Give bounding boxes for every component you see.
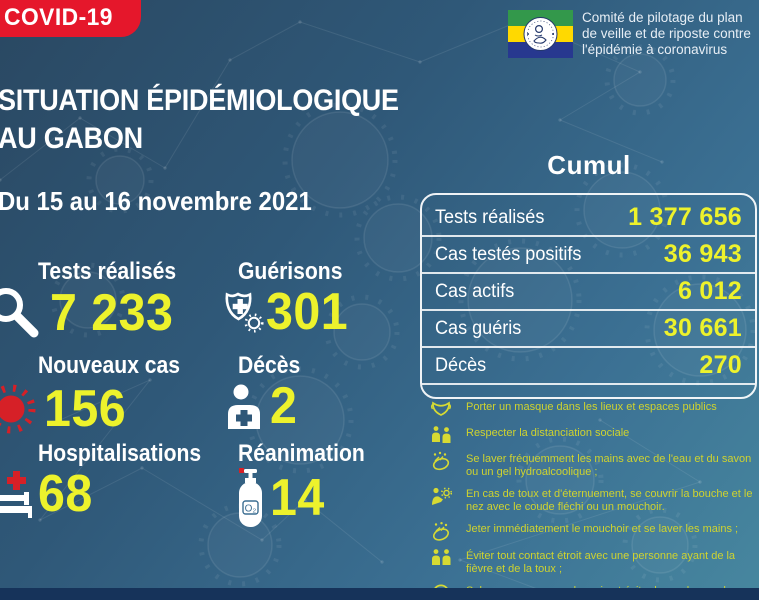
guideline-item: Porter un masque dans les lieux et espac… <box>429 399 755 418</box>
stat-label: Nouveaux cas <box>38 352 181 379</box>
guideline-item: Se laver fréquemment les mains avec de l… <box>429 451 755 479</box>
stat-label: Tests réalisés <box>38 258 177 285</box>
row-label: Décès <box>435 354 487 376</box>
gabon-flag-logo <box>508 10 573 58</box>
banner-label: COVID-19 <box>4 3 113 31</box>
mask-icon <box>429 399 453 418</box>
row-value: 270 <box>699 351 742 379</box>
row-value: 1 377 656 <box>628 203 742 231</box>
row-value: 36 943 <box>663 240 742 268</box>
row-value: 30 661 <box>663 314 742 342</box>
stat-reanimation: Réanimation O₂ 14 <box>228 440 382 528</box>
stat-value: 2 <box>270 377 298 435</box>
avoid-contact-icon <box>429 548 453 567</box>
row-label: Cas actifs <box>435 280 515 302</box>
row-label: Tests réalisés <box>435 206 545 228</box>
row-label: Cas guéris <box>435 317 522 339</box>
committee-line: Comité de pilotage du plan <box>582 10 743 25</box>
guidelines-list: Porter un masque dans les lieux et espac… <box>429 399 755 600</box>
guideline-item: En cas de toux et d'éternuement, se couv… <box>429 486 755 514</box>
guideline-text: En cas de toux et d'éternuement, se couv… <box>466 488 753 513</box>
guideline-text: Jeter immédiatement le mouchoir et se la… <box>466 523 739 535</box>
guideline-item: Éviter tout contact étroit avec une pers… <box>429 548 755 576</box>
oxygen-tank-icon: O₂ <box>228 468 270 528</box>
stat-deces: Décès 2 <box>224 352 309 432</box>
stat-value: 68 <box>38 465 93 523</box>
period-label: Du 15 au 16 novembre 2021 <box>0 186 312 216</box>
guideline-item: Respecter la distanciation sociale <box>429 425 755 444</box>
row-value: 6 012 <box>677 277 742 305</box>
table-row: Décès 270 <box>422 348 755 385</box>
committee-text: Comité de pilotage du plan de veille et … <box>582 10 751 58</box>
table-row: Cas actifs 6 012 <box>422 274 755 311</box>
covid19-banner: COVID-19 <box>0 0 141 37</box>
gabon-seal <box>523 17 558 51</box>
hand-wash-icon <box>429 451 453 471</box>
table-row: Tests réalisés 1 377 656 <box>422 200 755 237</box>
page-title: SITUATION ÉPIDÉMIOLOGIQUE AU GABON <box>0 82 399 158</box>
hospital-bed-icon <box>0 469 38 519</box>
cough-elbow-icon <box>429 486 453 506</box>
stat-value: 156 <box>44 380 127 438</box>
guideline-text: Porter un masque dans les lieux et espac… <box>466 401 717 413</box>
table-row: Cas testés positifs 36 943 <box>422 237 755 274</box>
page-title-line1: SITUATION ÉPIDÉMIOLOGIQUE <box>0 84 399 117</box>
stat-label: Décès <box>238 352 301 379</box>
committee-header: Comité de pilotage du plan de veille et … <box>508 10 751 58</box>
stat-value: 301 <box>266 283 349 341</box>
stat-value: 7 233 <box>50 284 174 342</box>
virus-icon <box>0 380 44 438</box>
person-cross-icon <box>224 383 270 429</box>
magnifier-icon <box>0 286 50 340</box>
guideline-text: Se laver fréquemment les mains avec de l… <box>466 453 752 478</box>
page-title-line2: AU GABON <box>0 122 143 155</box>
stat-label: Hospitalisations <box>38 440 202 467</box>
cumul-title: Cumul <box>547 150 631 180</box>
stat-value: 14 <box>270 469 325 527</box>
cumulative-table: Tests réalisés 1 377 656 Cas testés posi… <box>420 193 757 399</box>
guideline-text: Respecter la distanciation sociale <box>466 427 630 439</box>
stat-guerisons: Guérisons 301 <box>218 258 357 338</box>
table-row: Cas guéris 30 661 <box>422 311 755 348</box>
stat-hospitalisations: Hospitalisations 68 <box>0 440 223 520</box>
stat-label: Réanimation <box>238 440 365 467</box>
svg-text:O₂: O₂ <box>245 504 257 515</box>
committee-line: de veille et de riposte contre <box>582 26 751 41</box>
social-distance-icon <box>429 425 453 444</box>
shield-cross-icon <box>218 289 266 335</box>
stat-label: Guérisons <box>238 258 343 285</box>
guideline-item: Jeter immédiatement le mouchoir et se la… <box>429 521 755 541</box>
footer-bar <box>0 588 759 600</box>
committee-line: l'épidémie à coronavirus <box>582 42 728 57</box>
stat-nouveaux-cas: Nouveaux cas 156 <box>0 352 199 438</box>
throw-tissue-icon <box>429 521 453 541</box>
stat-tests-realises: Tests réalisés 7 233 <box>0 258 195 340</box>
row-label: Cas testés positifs <box>435 243 582 265</box>
guideline-text: Éviter tout contact étroit avec une pers… <box>466 550 736 575</box>
